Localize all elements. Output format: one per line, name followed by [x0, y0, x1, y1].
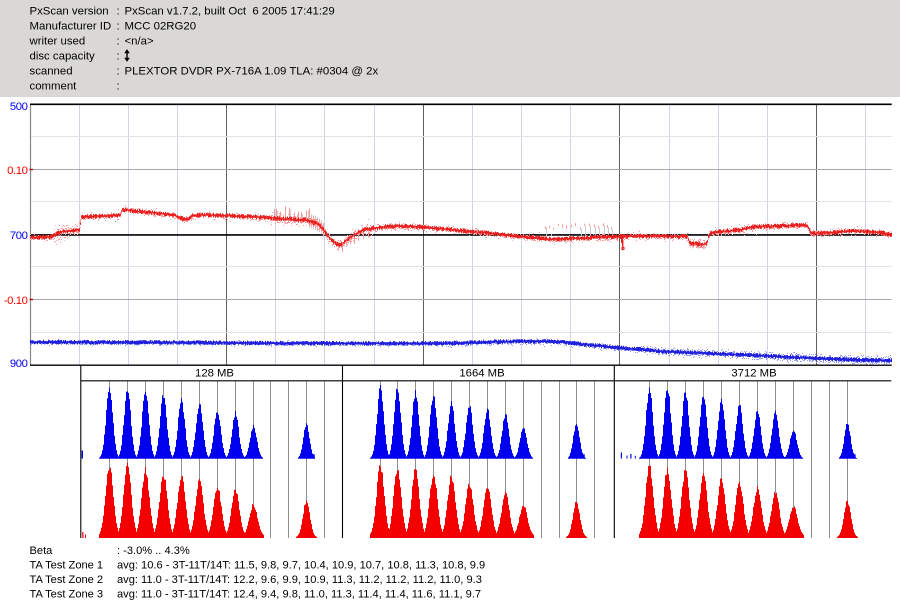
- svg-text:MCC 02RG20: MCC 02RG20: [125, 20, 197, 32]
- svg-text:0.10: 0.10: [7, 165, 28, 177]
- svg-text:700: 700: [10, 230, 28, 242]
- svg-text:3712 MB: 3712 MB: [731, 368, 776, 380]
- svg-text:PxScan version: PxScan version: [30, 5, 109, 17]
- svg-text:1664 MB: 1664 MB: [459, 368, 504, 380]
- svg-text:PxScan v1.7.2, built Oct 6 20: PxScan v1.7.2, built Oct 6 2005 17:41:29: [125, 5, 335, 17]
- svg-text::: :: [117, 5, 120, 17]
- svg-text:-0.10: -0.10: [4, 295, 28, 307]
- svg-text:avg: 10.6 - 3T-11T/14T: 11.5,: avg: 10.6 - 3T-11T/14T: 11.5, 9.8, 9.7, …: [117, 560, 485, 572]
- svg-text:<n/a>: <n/a>: [125, 35, 154, 47]
- svg-text:TA Test Zone 1: TA Test Zone 1: [30, 560, 104, 572]
- svg-text:500: 500: [10, 101, 28, 113]
- svg-text:TA Test Zone 3: TA Test Zone 3: [30, 588, 104, 600]
- svg-text:avg: 11.0 - 3T-11T/14T: 12.4,: avg: 11.0 - 3T-11T/14T: 12.4, 9.4, 9.8, …: [117, 588, 481, 600]
- svg-text::: :: [117, 80, 120, 92]
- svg-text:avg: 11.0 - 3T-11T/14T: 12.2,: avg: 11.0 - 3T-11T/14T: 12.2, 9.6, 9.9, …: [117, 574, 482, 586]
- svg-text:Beta: Beta: [30, 545, 54, 557]
- svg-text:writer used: writer used: [29, 35, 86, 47]
- svg-text::: :: [117, 35, 120, 47]
- svg-text:TA Test Zone 2: TA Test Zone 2: [30, 574, 104, 586]
- svg-text:scanned: scanned: [30, 65, 73, 77]
- svg-text::: :: [117, 50, 120, 62]
- svg-text::: :: [117, 20, 120, 32]
- svg-text:: -3.0% .. 4.3%: : -3.0% .. 4.3%: [117, 545, 190, 557]
- svg-text:disc capacity: disc capacity: [30, 50, 96, 62]
- svg-text:900: 900: [10, 358, 28, 370]
- svg-text::: :: [117, 65, 120, 77]
- svg-text:PLEXTOR DVDR PX-716A 1.09 TLA:: PLEXTOR DVDR PX-716A 1.09 TLA: #0304 @ 2…: [125, 65, 379, 77]
- svg-text:Manufacturer ID: Manufacturer ID: [30, 20, 112, 32]
- svg-text:comment: comment: [30, 80, 78, 92]
- svg-text:128 MB: 128 MB: [195, 368, 234, 380]
